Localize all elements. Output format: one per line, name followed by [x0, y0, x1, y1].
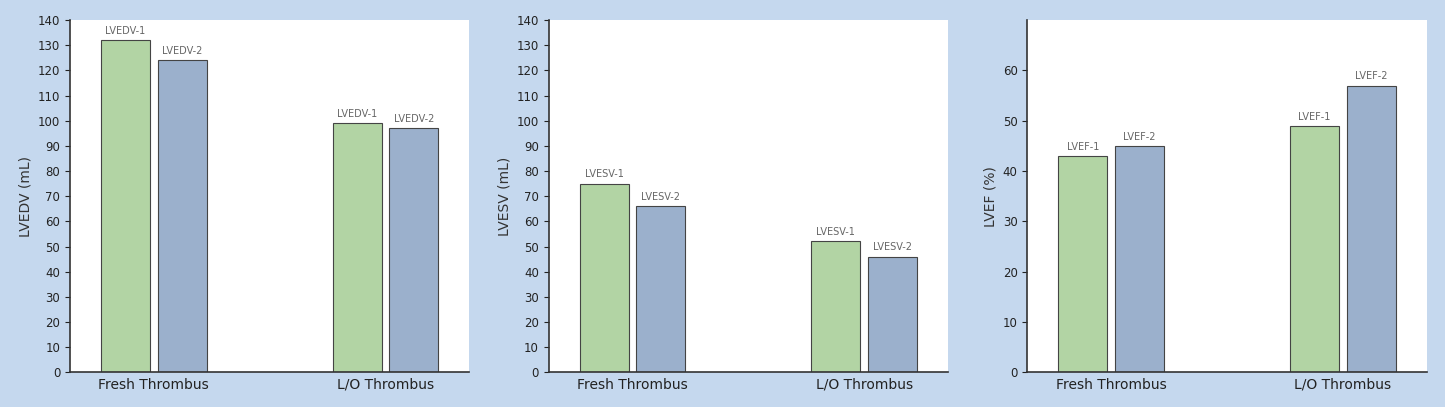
- Text: LVEF-1: LVEF-1: [1299, 112, 1331, 122]
- Text: LVEDV-1: LVEDV-1: [105, 26, 146, 36]
- Bar: [636, 206, 685, 372]
- Text: LVEDV-2: LVEDV-2: [393, 114, 434, 124]
- Bar: [389, 128, 438, 372]
- Y-axis label: LVEDV (mL): LVEDV (mL): [19, 156, 32, 237]
- Text: LVESV-1: LVESV-1: [816, 227, 855, 237]
- Bar: [812, 241, 860, 372]
- Text: LVESV-1: LVESV-1: [585, 169, 623, 179]
- Bar: [332, 123, 381, 372]
- Y-axis label: LVESV (mL): LVESV (mL): [497, 157, 512, 236]
- Text: LVEF-2: LVEF-2: [1355, 71, 1387, 81]
- Bar: [868, 256, 918, 372]
- Text: LVESV-2: LVESV-2: [873, 242, 912, 252]
- Bar: [1058, 156, 1107, 372]
- Bar: [1290, 126, 1340, 372]
- Text: LVEF-2: LVEF-2: [1123, 132, 1156, 142]
- Text: LVEDV-2: LVEDV-2: [162, 46, 202, 56]
- Bar: [158, 60, 207, 372]
- Bar: [1116, 146, 1163, 372]
- Bar: [579, 184, 629, 372]
- Text: LVEF-1: LVEF-1: [1066, 142, 1100, 152]
- Text: LVEDV-1: LVEDV-1: [337, 109, 377, 119]
- Bar: [1347, 85, 1396, 372]
- Y-axis label: LVEF (%): LVEF (%): [983, 166, 997, 227]
- Text: LVESV-2: LVESV-2: [642, 192, 681, 202]
- Bar: [101, 40, 150, 372]
